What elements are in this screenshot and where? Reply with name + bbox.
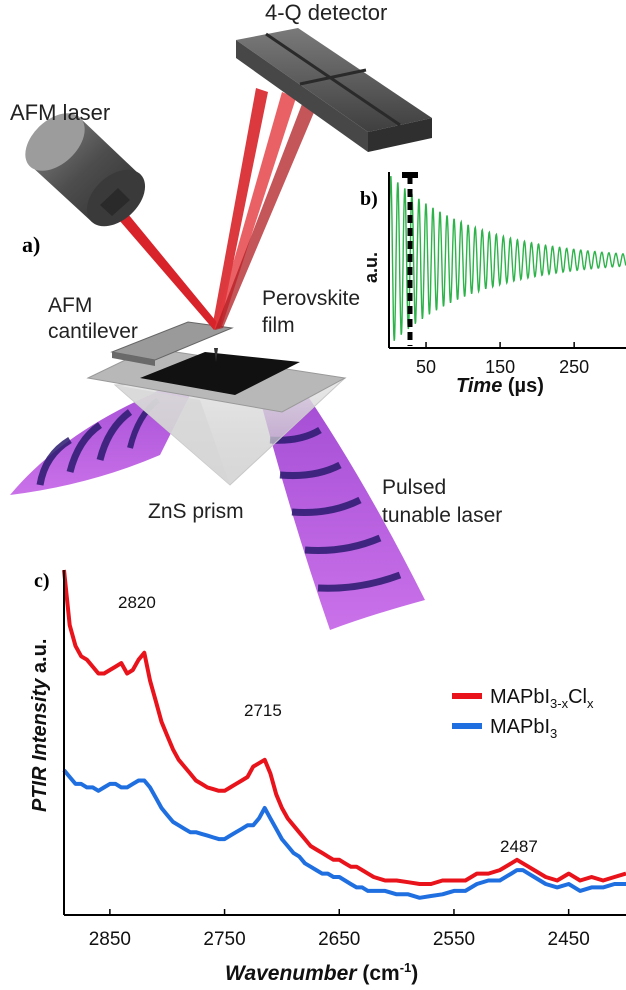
ir-beam-right — [250, 360, 425, 630]
four-quadrant-detector — [236, 28, 432, 152]
panel-c-xtick-label: 2450 — [548, 929, 590, 950]
panel-c-xtick-label: 2750 — [203, 929, 245, 950]
panel-b-xlabel: Time (µs) — [456, 375, 544, 397]
legend-item-2-sub: 3 — [550, 726, 557, 741]
panel-b-signal — [388, 175, 626, 341]
prism-label: ZnS prism — [148, 500, 244, 523]
legend-item-1-mid: Cl — [568, 686, 587, 708]
panel-c-xlabel: Wavenumber (cm-1) — [225, 960, 418, 985]
panel-b-xlabel-unit: (µs) — [508, 375, 544, 397]
pulsed-label-line1: Pulsed — [382, 476, 446, 499]
panel-c-series — [62, 569, 626, 900]
panel-b-xtick-label: 150 — [485, 357, 515, 377]
panel-b-xticks: 50 150 250 — [416, 342, 589, 377]
legend-item-2: MAPbI3 — [490, 716, 557, 741]
annotation-2487: 2487 — [500, 837, 538, 856]
panel-b-xtick-label: 50 — [416, 357, 436, 377]
cantilever-label-line1: AFM — [48, 294, 92, 317]
perovskite-label-line2: film — [262, 314, 295, 337]
panel-c-ylabel-unit: a.u. — [29, 639, 51, 673]
legend-item-1: MAPbI3-xClx — [490, 686, 594, 711]
panel-c-ylabel: PTIR Intensity a.u. — [29, 639, 51, 812]
perovskite-label-line1: Perovskite — [262, 287, 360, 310]
afm-laser-source — [25, 113, 146, 227]
pulsed-label-line2: tunable laser — [382, 504, 502, 527]
legend-item-1-sub2: x — [587, 696, 594, 711]
laser-beams — [100, 88, 315, 330]
panel-b-xtick-label: 250 — [559, 357, 589, 377]
annotation-2820: 2820 — [118, 593, 156, 612]
legend-item-1-sub: 3-x — [550, 696, 569, 711]
panel-c-xlabel-sup: -1 — [400, 960, 412, 975]
panel-c-ylabel-italic: PTIR Intensity — [29, 678, 51, 812]
panel-c-legend: MAPbI3-xClx MAPbI3 — [452, 686, 594, 741]
panel-c-xticks: 2850 2750 2650 2550 2450 — [89, 909, 590, 950]
panel-c-xlabel-unit: (cm — [362, 962, 399, 985]
panel-c-chart: c) PTIR Intensity a.u. 2850 2750 2650 2550 2… — [29, 569, 626, 985]
panel-b-xlabel-italic: Time — [456, 375, 502, 397]
panel-b-signal-line — [388, 175, 626, 341]
panel-c-xlabel-italic: Wavenumber — [225, 962, 358, 985]
panel-c-xtick-label: 2850 — [89, 929, 131, 950]
panel-b-marker-cap — [402, 172, 418, 178]
afm-cantilever — [110, 321, 234, 366]
panel-c-label: c) — [34, 570, 50, 592]
panel-c-xtick-label: 2650 — [318, 929, 360, 950]
annotation-2715: 2715 — [244, 701, 282, 720]
cantilever-label-line2: cantilever — [48, 320, 138, 343]
panel-c-xtick-label: 2550 — [433, 929, 475, 950]
panel-a-illustration: AFM laser 4-Q detector a) AFM cantilever… — [10, 0, 502, 630]
afm-laser-label: AFM laser — [10, 100, 110, 125]
legend-item-1-base: MAPbI — [490, 686, 550, 708]
detector-label: 4-Q detector — [265, 0, 387, 25]
panel-c-series-line-1 — [62, 569, 626, 886]
panel-b-ylabel: a.u. — [361, 252, 381, 283]
panel-b-label: b) — [360, 188, 378, 210]
legend-item-2-base: MAPbI — [490, 716, 550, 738]
panel-b-chart: b) a.u. 50 150 250 Time (µs) — [360, 172, 626, 397]
panel-c-xlabel-close: ) — [411, 962, 418, 985]
panel-a-label: a) — [22, 232, 40, 257]
panel-c-series-line-2 — [62, 768, 626, 900]
